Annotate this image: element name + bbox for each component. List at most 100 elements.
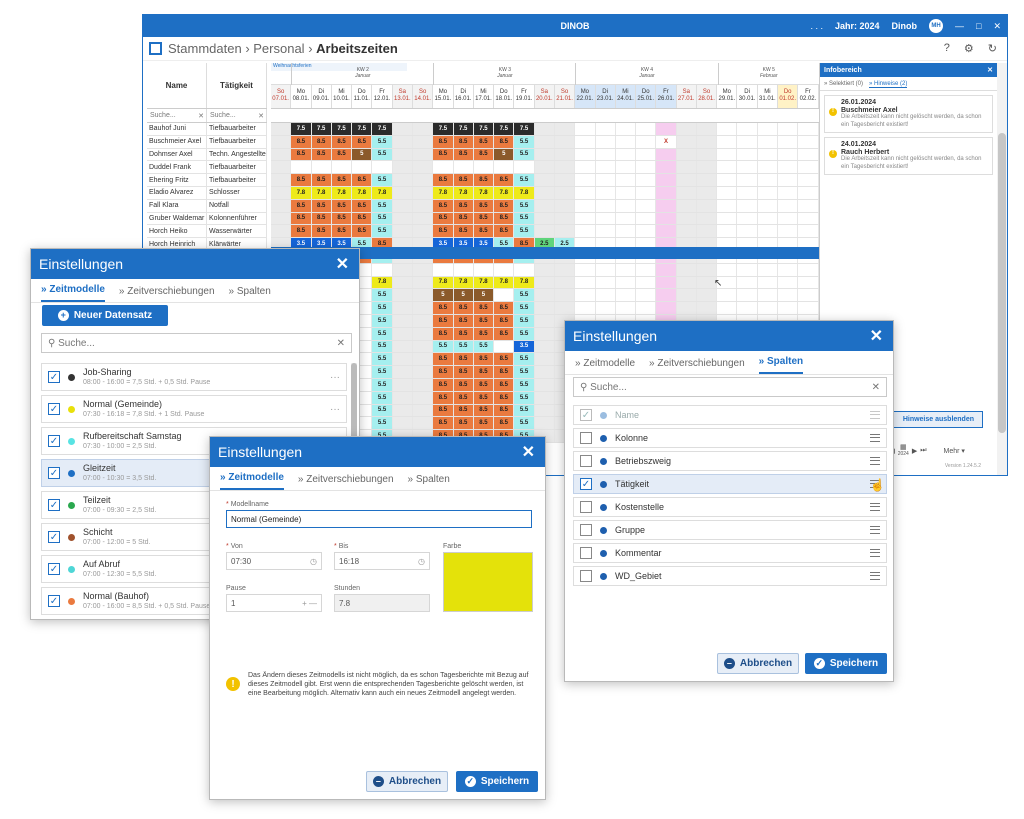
schedule-cell[interactable] [798,225,819,238]
schedule-cell[interactable] [778,186,799,199]
schedule-cell[interactable] [717,263,738,276]
schedule-cell[interactable]: 5.5 [473,340,495,353]
day-header[interactable]: Sa 27.01. [676,85,697,108]
schedule-cell[interactable] [534,417,555,430]
schedule-cell[interactable]: 7.8 [514,276,535,289]
schedule-cell[interactable] [392,135,413,148]
day-header[interactable]: Do 11.01. [352,85,373,108]
schedule-cell[interactable] [717,212,738,225]
schedule-cell[interactable] [352,340,373,353]
schedule-cell[interactable] [676,225,697,238]
schedule-cell[interactable] [392,199,413,212]
day-header[interactable]: Mi 10.01. [332,85,353,108]
schedule-cell[interactable]: 8.5 [494,378,515,391]
schedule-cell[interactable] [737,148,758,161]
schedule-cell[interactable] [271,174,292,186]
tab-time-shifts[interactable]: » Zeitverschiebungen [297,474,394,485]
schedule-cell[interactable] [676,289,697,302]
schedule-cell[interactable]: 8.5 [433,199,454,212]
checkbox[interactable]: ✓ [48,371,60,383]
schedule-cell[interactable] [717,148,738,161]
schedule-cell[interactable] [778,238,799,250]
schedule-cell[interactable] [758,123,779,135]
schedule-cell[interactable] [636,186,657,199]
schedule-cell[interactable]: 5.5 [514,404,535,417]
schedule-cell[interactable] [696,238,718,250]
schedule-cell[interactable] [798,302,819,314]
tab-time-models[interactable]: » Zeitmodelle [220,472,284,490]
schedule-cell[interactable]: 8.5 [311,225,332,238]
day-header[interactable]: Fr 12.01. [372,85,393,108]
schedule-cell[interactable] [636,289,657,302]
schedule-cell[interactable]: 8.5 [433,353,454,366]
schedule-cell[interactable] [778,289,799,302]
day-header[interactable]: Mi 24.01. [615,85,637,108]
schedule-cell[interactable]: 8.5 [352,225,373,238]
schedule-cell[interactable] [534,263,555,276]
schedule-cell[interactable] [575,161,596,174]
schedule-cell[interactable]: 8.5 [473,366,495,378]
schedule-cell[interactable] [271,199,292,212]
schedule-cell[interactable] [696,276,718,289]
schedule-cell[interactable]: 7.5 [514,123,535,135]
column-row[interactable]: WD_Gebiet [573,566,887,586]
list-item[interactable]: ✓ Normal (Gemeinde) 07:30 - 16:18 = 7,8 St… [41,395,347,423]
schedule-cell[interactable]: 8.5 [311,174,332,186]
day-header[interactable]: Fr 26.01. [656,85,677,108]
schedule-cell[interactable] [656,174,677,186]
schedule-cell[interactable] [534,135,555,148]
schedule-cell[interactable] [717,302,738,314]
schedule-cell[interactable]: 7.8 [453,186,474,199]
schedule-cell[interactable]: 8.5 [494,417,515,430]
schedule-cell[interactable] [412,404,434,417]
from-time-input[interactable]: 07:30 ◷ [226,552,322,570]
schedule-cell[interactable]: 8.5 [494,135,515,148]
activity-filter-input[interactable]: Suche... ✕ [207,109,267,122]
schedule-cell[interactable] [696,135,718,148]
schedule-cell[interactable] [412,276,434,289]
schedule-cell[interactable]: 7.5 [311,123,332,135]
schedule-cell[interactable] [392,225,413,238]
schedule-cell[interactable] [554,263,576,276]
schedule-cell[interactable] [636,238,657,250]
schedule-cell[interactable] [271,123,292,135]
schedule-cell[interactable] [534,353,555,366]
schedule-cell[interactable] [798,148,819,161]
schedule-cell[interactable]: 3.5 [331,238,353,250]
drag-handle-icon[interactable] [870,503,880,511]
schedule-cell[interactable] [758,302,779,314]
schedule-cell[interactable] [656,302,677,314]
schedule-cell[interactable] [392,148,413,161]
schedule-cell[interactable] [352,417,373,430]
schedule-cell[interactable]: 8.5 [494,366,515,378]
schedule-cell[interactable] [534,366,555,378]
schedule-cell[interactable] [758,238,779,250]
schedule-cell[interactable] [596,238,616,250]
schedule-cell[interactable]: 5.5 [372,135,393,148]
schedule-cell[interactable] [392,123,413,135]
schedule-cell[interactable] [392,263,413,276]
schedule-cell[interactable] [554,289,576,302]
schedule-cell[interactable]: 5.5 [514,378,535,391]
schedule-cell[interactable]: 8.5 [331,225,353,238]
cancel-button[interactable]: – Abbrechen [717,653,799,674]
schedule-cell[interactable]: 5.5 [372,417,393,430]
schedule-cell[interactable] [717,161,738,174]
schedule-cell[interactable] [798,123,819,135]
schedule-cell[interactable] [412,340,434,353]
schedule-cell[interactable]: 8.5 [473,212,495,225]
schedule-cell[interactable] [737,123,758,135]
schedule-cell[interactable] [534,314,555,327]
schedule-cell[interactable]: 8.5 [453,314,474,327]
schedule-cell[interactable] [798,276,819,289]
schedule-cell[interactable] [758,174,779,186]
schedule-cell[interactable] [717,174,738,186]
schedule-cell[interactable] [656,289,677,302]
plus-icon[interactable]: + [302,598,307,608]
save-button[interactable]: ✓ Speichern [456,771,538,792]
schedule-cell[interactable] [717,186,738,199]
column-row[interactable]: Kolonne [573,428,887,448]
schedule-cell[interactable]: 8.5 [494,404,515,417]
schedule-cell[interactable] [412,353,434,366]
schedule-cell[interactable] [596,289,616,302]
